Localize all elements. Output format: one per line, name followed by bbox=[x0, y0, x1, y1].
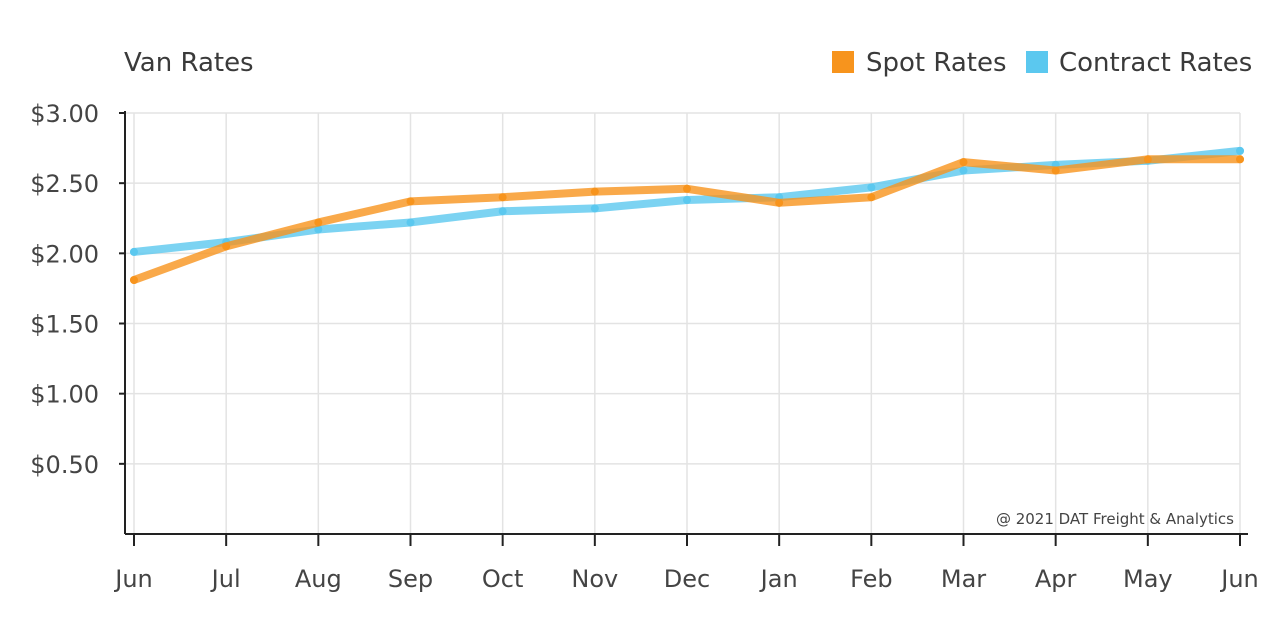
y-tick-label: $2.00 bbox=[30, 240, 99, 268]
data-point-spot-rates[interactable] bbox=[590, 187, 599, 196]
y-axis-ticks: $3.00 $2.50 $2.00 $1.50 $1.00 $0.50 bbox=[30, 100, 125, 479]
legend-label-spot-rates: Spot Rates bbox=[866, 48, 1007, 78]
data-point-contract-rates[interactable] bbox=[590, 204, 599, 213]
x-tick-label: Oct bbox=[482, 565, 524, 593]
data-point-spot-rates[interactable] bbox=[222, 242, 231, 251]
data-point-contract-rates[interactable] bbox=[498, 207, 507, 216]
x-tick-label: Jun bbox=[1219, 565, 1259, 593]
y-tick-label: $2.50 bbox=[30, 170, 99, 198]
y-tick-label: $3.00 bbox=[30, 100, 99, 128]
credit-text: @ 2021 DAT Freight & Analytics bbox=[996, 510, 1234, 528]
x-tick-label: May bbox=[1123, 565, 1173, 593]
series-lines bbox=[130, 146, 1244, 284]
data-point-contract-rates[interactable] bbox=[867, 183, 876, 192]
data-point-contract-rates[interactable] bbox=[1236, 146, 1244, 155]
x-tick-label: Mar bbox=[941, 565, 986, 593]
data-point-spot-rates[interactable] bbox=[1143, 155, 1152, 164]
legend-label-contract-rates: Contract Rates bbox=[1059, 48, 1252, 78]
legend: Spot Rates Contract Rates bbox=[832, 48, 1252, 78]
y-tick-label: $1.00 bbox=[30, 381, 99, 409]
x-tick-label: Apr bbox=[1035, 565, 1077, 593]
x-tick-label: Sep bbox=[388, 565, 433, 593]
chart-title: Van Rates bbox=[124, 48, 254, 78]
y-tick-label: $1.50 bbox=[30, 311, 99, 339]
x-tick-label: Jan bbox=[759, 565, 798, 593]
data-point-spot-rates[interactable] bbox=[1051, 166, 1060, 175]
x-tick-label: Feb bbox=[850, 565, 893, 593]
data-point-spot-rates[interactable] bbox=[130, 275, 138, 284]
x-tick-label: Jun bbox=[113, 565, 153, 593]
data-point-spot-rates[interactable] bbox=[775, 198, 784, 207]
x-tick-label: Jul bbox=[210, 565, 241, 593]
data-point-spot-rates[interactable] bbox=[867, 193, 876, 202]
data-point-spot-rates[interactable] bbox=[406, 197, 415, 206]
data-point-contract-rates[interactable] bbox=[314, 225, 323, 234]
data-point-spot-rates[interactable] bbox=[498, 193, 507, 202]
data-point-contract-rates[interactable] bbox=[406, 218, 415, 227]
x-axis-ticks: Jun Jul Aug Sep Oct Nov Dec Jan Feb Mar Apr May Jun bbox=[113, 534, 1259, 593]
data-point-spot-rates[interactable] bbox=[683, 184, 691, 193]
data-point-spot-rates[interactable] bbox=[1236, 155, 1244, 164]
x-tick-label: Nov bbox=[571, 565, 618, 593]
data-point-spot-rates[interactable] bbox=[959, 158, 968, 167]
data-point-contract-rates[interactable] bbox=[683, 196, 691, 205]
legend-swatch-contract-rates bbox=[1026, 51, 1048, 73]
data-point-spot-rates[interactable] bbox=[314, 218, 323, 227]
data-point-contract-rates[interactable] bbox=[959, 166, 968, 175]
gridlines bbox=[125, 112, 1241, 534]
x-tick-label: Aug bbox=[295, 565, 342, 593]
y-tick-label: $0.50 bbox=[30, 451, 99, 479]
data-point-contract-rates[interactable] bbox=[130, 247, 138, 256]
legend-swatch-spot-rates bbox=[832, 51, 854, 73]
x-tick-label: Dec bbox=[664, 565, 710, 593]
